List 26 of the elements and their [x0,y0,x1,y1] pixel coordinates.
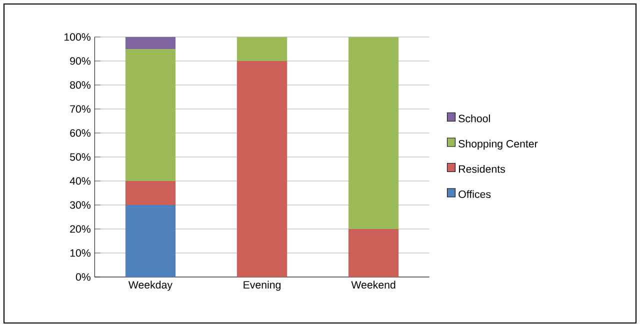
y-tick-label: 10% [70,249,90,257]
bar [125,181,176,205]
legend-label: Offices [458,190,491,198]
bar [236,61,288,277]
y-tick-label: 90% [70,57,90,65]
y-tick-label: 80% [70,81,90,89]
y-tick-label: 70% [70,105,90,113]
x-tick-label: Weekend [351,280,396,289]
y-tick-label: 60% [70,129,90,137]
y-tick-label: 50% [70,153,90,161]
y-tick-label: 30% [70,201,90,209]
bar [125,49,176,181]
x-tick-label: Weekday [128,280,172,291]
bar [348,229,399,277]
bar [236,36,288,61]
x-tick-label: Evening [244,280,281,291]
bar [125,36,176,49]
legend-label: Shopping Center [458,140,538,150]
y-tick-label: 100% [64,33,90,41]
y-tick-label: 40% [70,177,90,185]
bar [125,205,176,277]
y-tick-label: 0% [76,273,90,281]
y-tick-label: 20% [70,225,90,233]
legend-label: Residents [459,164,505,173]
legend-label: School [458,114,490,122]
bar [348,36,399,229]
